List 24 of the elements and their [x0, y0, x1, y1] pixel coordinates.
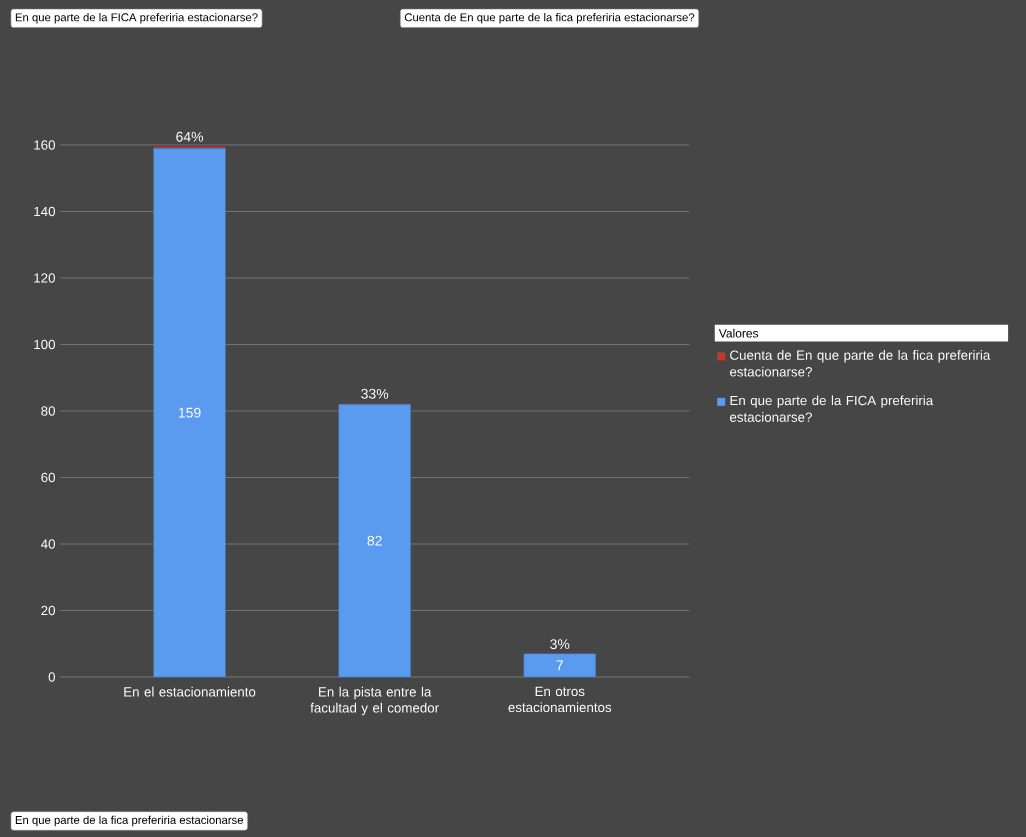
y-tick-label: 20: [41, 605, 55, 616]
y-tick-label: 160: [34, 140, 55, 150]
data-label: 3%: [550, 639, 570, 650]
legend-label: En que parte de la FICA preferiria estacionarse?: [730, 395, 934, 422]
y-tick-label: 40: [41, 539, 55, 549]
y-tick-label: 0: [48, 672, 55, 682]
legend-title: Valores: [718, 328, 759, 338]
legend-label: Cuenta de En que parte de la fica preferiria estacionarse?: [730, 350, 991, 377]
text: En que parte de la FICA preferiria estacionarse?: [15, 13, 258, 24]
data-label: 7: [556, 660, 563, 671]
y-tick-label: 140: [34, 206, 55, 217]
x-tick-label: En otros estacionamientos: [508, 686, 612, 713]
data-label: 159: [178, 407, 201, 418]
text: Cuenta de En que parte de la fica preferiria estacionarse?: [404, 13, 695, 24]
y-tick-label: 100: [34, 339, 55, 350]
x-tick-label: En la pista entre la facultad y el comedor: [310, 686, 439, 716]
text: En que parte de la fica preferiria estacionarse: [15, 815, 244, 827]
y-tick-label: 60: [41, 472, 55, 483]
y-tick-label: 120: [34, 273, 55, 283]
data-label: 82: [367, 535, 382, 546]
data-label: 64%: [176, 131, 204, 142]
y-tick-label: 80: [41, 406, 55, 416]
x-tick-label: En el estacionamiento: [124, 686, 256, 697]
data-label: 33%: [361, 388, 389, 399]
